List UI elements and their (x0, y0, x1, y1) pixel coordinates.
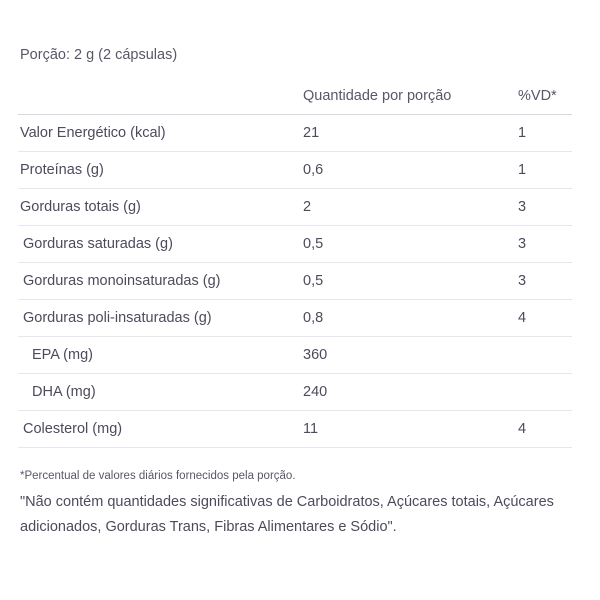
row-name: Gorduras totais (g) (20, 199, 141, 215)
row-name: DHA (mg) (32, 384, 96, 400)
row-name: Colesterol (mg) (23, 421, 123, 437)
table-row: Gorduras saturadas (g) 0,5 3 (18, 226, 572, 263)
row-vd: 1 (518, 162, 527, 178)
row-name: Valor Energético (kcal) (20, 125, 166, 141)
table-header: Quantidade por porção %VD* (18, 80, 572, 115)
table-row: Colesterol (mg) 11 4 (18, 411, 572, 448)
table-row: EPA (mg) 360 (18, 337, 572, 374)
row-quantity: 0,5 (303, 273, 324, 289)
portion-size: Porção: 2 g (2 cápsulas) (20, 47, 178, 63)
nutrition-table: Quantidade por porção %VD* Valor Energét… (18, 80, 572, 448)
row-quantity: 11 (303, 421, 319, 437)
row-vd: 4 (518, 421, 527, 437)
table-row: Gorduras poli-insaturadas (g) 0,8 4 (18, 300, 572, 337)
table-row: Gorduras totais (g) 2 3 (18, 189, 572, 226)
row-quantity: 0,6 (303, 162, 324, 178)
row-name: Gorduras poli-insaturadas (g) (23, 310, 212, 326)
header-quantity: Quantidade por porção (303, 88, 452, 104)
row-vd: 3 (518, 199, 527, 215)
row-name: Proteínas (g) (20, 162, 104, 178)
table-row: Gorduras monoinsaturadas (g) 0,5 3 (18, 263, 572, 300)
header-vd: %VD* (518, 88, 557, 104)
row-vd: 3 (518, 273, 527, 289)
table-row: Valor Energético (kcal) 21 1 (18, 115, 572, 152)
row-vd: 1 (518, 125, 527, 141)
footnote: *Percentual de valores diários fornecido… (20, 470, 296, 482)
row-quantity: 0,5 (303, 236, 324, 252)
disclaimer-notice: "Não contém quantidades significativas d… (20, 494, 554, 535)
row-vd: 4 (518, 310, 527, 326)
row-quantity: 360 (303, 347, 328, 363)
row-quantity: 21 (303, 125, 320, 141)
row-name: Gorduras saturadas (g) (23, 236, 173, 252)
row-vd: 3 (518, 236, 527, 252)
table-row: DHA (mg) 240 (18, 374, 572, 411)
row-name: Gorduras monoinsaturadas (g) (23, 273, 221, 289)
row-name: EPA (mg) (32, 347, 93, 363)
row-quantity: 2 (303, 199, 312, 215)
table-row: Proteínas (g) 0,6 1 (18, 152, 572, 189)
row-quantity: 0,8 (303, 310, 324, 326)
row-quantity: 240 (303, 384, 328, 400)
